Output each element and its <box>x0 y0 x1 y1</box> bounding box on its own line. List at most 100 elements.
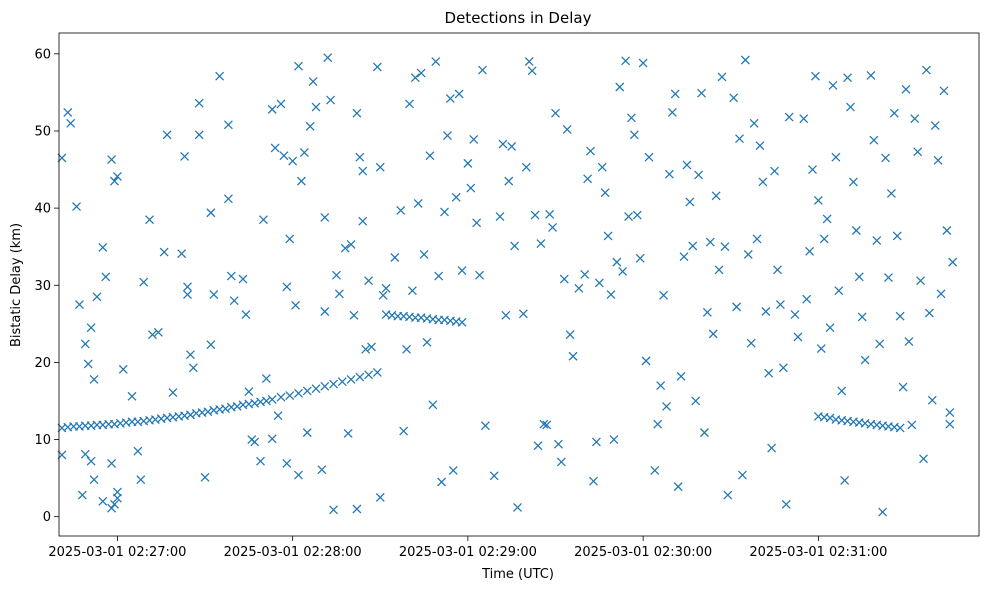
data-point <box>346 239 356 249</box>
x-tick-label: 2025-03-01 02:31:00 <box>749 545 887 560</box>
data-point <box>632 210 642 220</box>
data-point <box>518 309 528 319</box>
data-point <box>337 377 347 387</box>
data-point <box>697 88 706 98</box>
data-point <box>881 153 890 163</box>
data-point <box>740 55 750 65</box>
data-point <box>241 310 251 320</box>
data-point <box>688 241 698 251</box>
data-point <box>288 156 298 166</box>
data-point <box>238 274 248 284</box>
data-point <box>267 395 277 404</box>
data-point <box>866 70 876 80</box>
data-point <box>110 499 119 509</box>
data-point <box>822 214 832 224</box>
data-point <box>89 374 99 384</box>
data-point <box>72 202 81 212</box>
data-point <box>594 278 604 288</box>
data-point <box>507 141 517 151</box>
data-point <box>773 265 782 275</box>
data-point <box>574 283 584 293</box>
data-point <box>627 113 636 123</box>
data-markers <box>57 53 958 517</box>
data-point <box>133 446 143 456</box>
data-point <box>667 108 677 117</box>
data-point <box>168 388 178 397</box>
y-tick-label: 10 <box>34 433 51 448</box>
data-point <box>924 308 934 318</box>
data-point <box>708 329 718 339</box>
data-point <box>437 477 447 487</box>
data-point <box>700 428 709 438</box>
data-point <box>405 99 414 109</box>
data-point <box>448 465 458 475</box>
data-point <box>326 95 336 105</box>
data-point <box>139 277 149 287</box>
data-point <box>223 120 233 130</box>
data-point <box>945 408 955 418</box>
data-point <box>422 337 432 347</box>
data-point <box>83 359 93 369</box>
data-point <box>828 81 838 90</box>
data-point <box>340 243 350 253</box>
data-point <box>80 449 90 459</box>
data-point <box>521 162 531 172</box>
data-point <box>489 471 499 481</box>
data-point <box>194 98 204 108</box>
data-point <box>282 282 292 292</box>
data-point <box>711 191 721 201</box>
data-point <box>159 247 169 257</box>
data-point <box>302 386 312 396</box>
data-point <box>761 307 771 316</box>
data-point <box>445 94 455 104</box>
data-point <box>361 344 371 354</box>
data-point <box>428 400 438 410</box>
data-point <box>457 317 467 327</box>
y-tick-label: 0 <box>43 510 51 525</box>
data-point <box>583 174 593 184</box>
data-point <box>267 434 277 444</box>
data-point <box>261 396 271 406</box>
data-point <box>396 205 406 215</box>
data-point <box>539 419 549 429</box>
data-point <box>77 490 87 500</box>
data-point <box>75 300 84 309</box>
data-point <box>702 307 712 317</box>
data-point <box>279 151 289 161</box>
data-point <box>670 89 680 99</box>
data-point <box>390 253 400 262</box>
data-point <box>510 241 520 251</box>
data-point <box>302 428 312 438</box>
data-point <box>183 282 192 292</box>
data-point <box>148 330 157 340</box>
data-point <box>267 104 277 114</box>
data-point <box>358 166 368 176</box>
data-point <box>933 155 943 165</box>
data-point <box>320 381 330 391</box>
data-point <box>825 413 835 423</box>
data-point <box>784 112 794 122</box>
data-point <box>480 421 490 431</box>
data-point <box>317 465 327 475</box>
data-point <box>107 155 117 164</box>
data-point <box>921 65 931 75</box>
data-point <box>416 68 426 78</box>
plot-area <box>57 32 980 537</box>
data-point <box>793 332 803 342</box>
data-point <box>790 310 800 320</box>
data-point <box>110 176 119 186</box>
data-point <box>644 152 654 162</box>
data-point <box>878 507 888 517</box>
data-point <box>136 475 146 485</box>
data-point <box>375 162 385 172</box>
data-point <box>825 323 835 333</box>
data-point <box>177 249 187 259</box>
data-point <box>562 124 572 134</box>
data-point <box>919 454 928 464</box>
x-axis-ticks: 2025-03-01 02:27:00 2025-03-01 02:28:00 20… <box>48 536 887 560</box>
data-point <box>270 143 280 153</box>
data-point <box>320 212 330 222</box>
x-tick-label: 2025-03-01 02:30:00 <box>574 545 712 560</box>
data-point <box>215 71 225 81</box>
data-point <box>805 246 815 256</box>
